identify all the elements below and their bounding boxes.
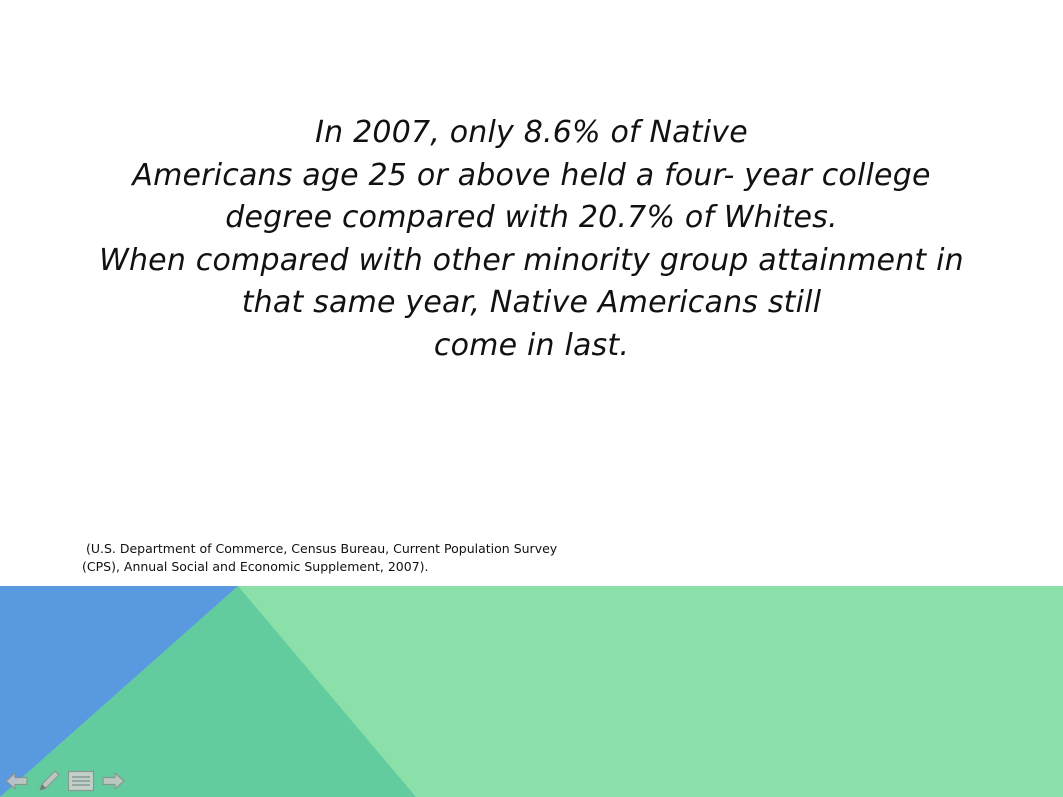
arrow-right-icon	[102, 772, 125, 790]
footer-blue-triangle	[0, 586, 238, 797]
decorative-footer-band	[0, 586, 1063, 797]
previous-slide-button[interactable]	[2, 768, 32, 794]
body-line-2: Americans age 25 or above held a four- y…	[132, 157, 931, 193]
body-line-5: that same year, Native Americans still	[241, 285, 822, 321]
slideshow-controls	[2, 768, 128, 794]
next-slide-button[interactable]	[98, 768, 128, 794]
pen-tool-button[interactable]	[34, 768, 64, 794]
pen-icon	[39, 770, 60, 791]
body-line-6: come in last.	[433, 327, 630, 363]
body-line-1: In 2007, only 8.6% of Native	[315, 115, 748, 150]
citation-line-1: (U.S. Department of Commerce, Census Bur…	[82, 541, 558, 556]
footer-teal-triangle	[0, 586, 416, 797]
citation-line-2: (CPS), Annual Social and Economic Supple…	[82, 559, 429, 574]
arrow-left-icon	[5, 772, 28, 790]
slide-body-text: In 2007, only 8.6% of Native Americans a…	[60, 112, 1003, 368]
menu-icon	[67, 770, 95, 792]
body-line-3: degree compared with 20.7% of Whites.	[225, 200, 838, 236]
body-line-4: When compared with other minority group …	[99, 242, 964, 278]
slide-menu-button[interactable]	[66, 768, 96, 794]
citation: (U.S. Department of Commerce, Census Bur…	[82, 540, 557, 576]
